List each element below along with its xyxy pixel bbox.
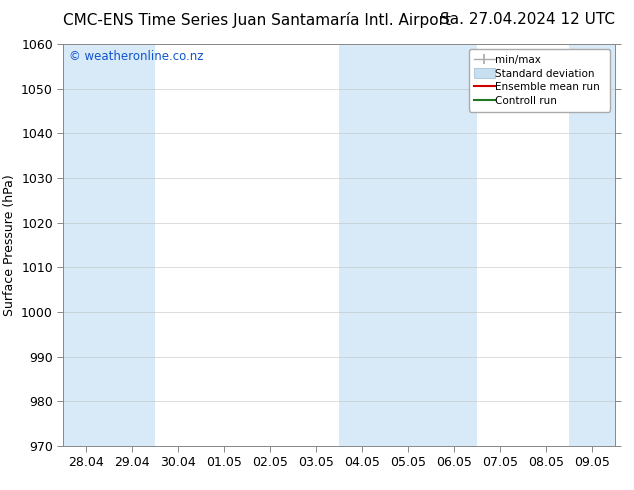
Bar bbox=[339, 44, 477, 446]
Text: Sa. 27.04.2024 12 UTC: Sa. 27.04.2024 12 UTC bbox=[440, 12, 615, 27]
Bar bbox=[63, 44, 155, 446]
Y-axis label: Surface Pressure (hPa): Surface Pressure (hPa) bbox=[3, 174, 16, 316]
Bar bbox=[569, 44, 615, 446]
Text: © weatheronline.co.nz: © weatheronline.co.nz bbox=[69, 50, 204, 63]
Text: CMC-ENS Time Series Juan Santamaría Intl. Airport: CMC-ENS Time Series Juan Santamaría Intl… bbox=[63, 12, 451, 28]
Legend: min/max, Standard deviation, Ensemble mean run, Controll run: min/max, Standard deviation, Ensemble me… bbox=[469, 49, 610, 112]
